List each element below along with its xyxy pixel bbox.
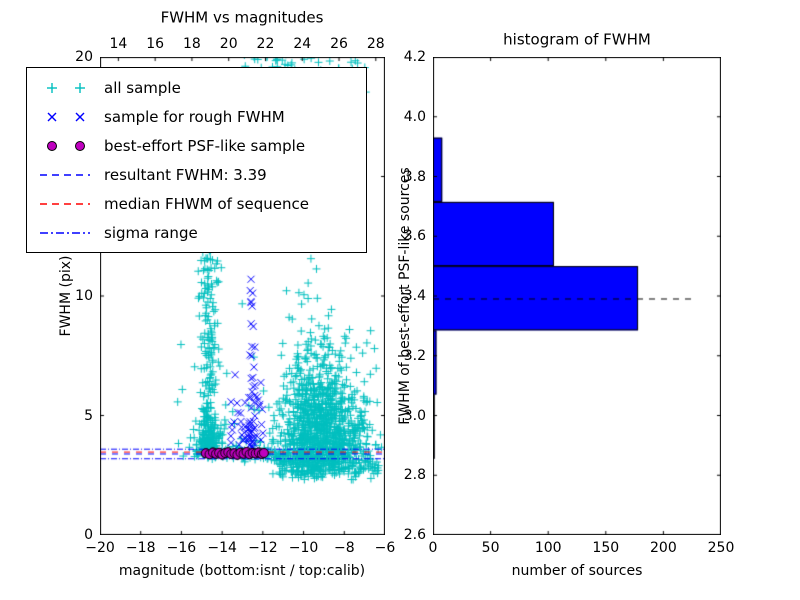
legend-label: median FHWM of sequence	[104, 194, 309, 213]
left-plot-ytick-label: 5	[84, 407, 93, 424]
hist-xtick-label: 50	[481, 540, 500, 556]
right-plot-title: histogram of FWHM	[503, 30, 651, 49]
legend-box: all sample sample for rough FWHM best-ef…	[26, 67, 367, 253]
left-plot-bottom-tick-label: −16	[166, 540, 197, 556]
red-dashed-line-icon	[40, 202, 90, 205]
left-plot-ylabel: FWHM (pix)	[58, 255, 74, 337]
hist-xtick-label: 100	[534, 540, 562, 556]
legend-item-psf-sample: best-effort PSF-like sample	[34, 131, 366, 160]
left-plot-top-tick-label: 20	[219, 36, 238, 52]
hist-ytick-label: 4.0	[403, 108, 426, 125]
left-plot-ytick-label: 0	[84, 527, 93, 543]
hist-ytick-label: 3.0	[403, 407, 426, 424]
histogram-canvas	[433, 57, 721, 535]
left-plot-top-tick-label: 18	[183, 36, 201, 52]
legend-item-resultant-fwhm: resultant FWHM: 3.39	[34, 160, 366, 189]
left-plot-ytick-label: 20	[75, 49, 93, 65]
left-plot-bottom-tick-label: −12	[248, 540, 278, 556]
hist-ytick-label: 2.8	[403, 467, 426, 484]
left-plot-top-tick-label: 26	[330, 36, 348, 52]
left-plot-bottom-tick-label: −8	[333, 540, 355, 556]
left-plot-top-tick-label: 14	[109, 36, 128, 52]
blue-dashed-line-icon	[40, 173, 90, 176]
right-plot-xlabel: number of sources	[511, 563, 643, 579]
left-plot-top-tick-label: 24	[293, 36, 312, 52]
left-plot-bottom-tick-label: −6	[374, 540, 396, 556]
left-plot-bottom-tick-label: −20	[85, 540, 115, 556]
plus-marker-icon	[47, 82, 85, 93]
legend-item-all-sample: all sample	[34, 73, 366, 102]
legend-item-rough-fwhm: sample for rough FWHM	[34, 102, 366, 131]
left-plot-title: FWHM vs magnitudes	[160, 8, 324, 27]
left-plot-bottom-tick-label: −10	[288, 540, 319, 556]
legend-label: resultant FWHM: 3.39	[104, 165, 267, 184]
dashdot-line-icon	[40, 231, 90, 234]
legend-label: sigma range	[104, 223, 198, 242]
left-plot-bottom-tick-label: −18	[125, 540, 156, 556]
circle-marker-icon	[47, 140, 85, 151]
left-plot-top-tick-label: 16	[146, 36, 165, 52]
x-marker-icon	[47, 112, 85, 121]
hist-ytick-label: 3.2	[403, 347, 426, 364]
hist-xtick-label: 200	[650, 540, 677, 556]
hist-ytick-label: 3.4	[403, 288, 426, 304]
hist-ytick-label: 3.8	[403, 168, 426, 185]
legend-label: all sample	[104, 78, 181, 97]
legend-item-sigma-range: sigma range	[34, 218, 366, 247]
left-plot-xlabel: magnitude (bottom:isnt / top:calib)	[118, 563, 366, 579]
hist-xtick-label: 250	[707, 540, 735, 556]
hist-ytick-label: 2.6	[403, 527, 426, 543]
legend-label: sample for rough FWHM	[104, 107, 285, 126]
legend-label: best-effort PSF-like sample	[104, 136, 306, 155]
hist-xtick-label: 150	[592, 540, 620, 556]
left-plot-top-tick-label: 22	[256, 36, 275, 52]
left-plot-top-tick-label: 28	[366, 36, 385, 52]
hist-ytick-label: 3.6	[403, 228, 426, 245]
hist-xtick-label: 0	[428, 540, 438, 556]
hist-ytick-label: 4.2	[403, 49, 426, 65]
left-plot-ytick-label: 10	[75, 288, 93, 304]
left-plot-bottom-tick-label: −14	[207, 540, 237, 556]
legend-item-median-fwhm: median FHWM of sequence	[34, 189, 366, 218]
